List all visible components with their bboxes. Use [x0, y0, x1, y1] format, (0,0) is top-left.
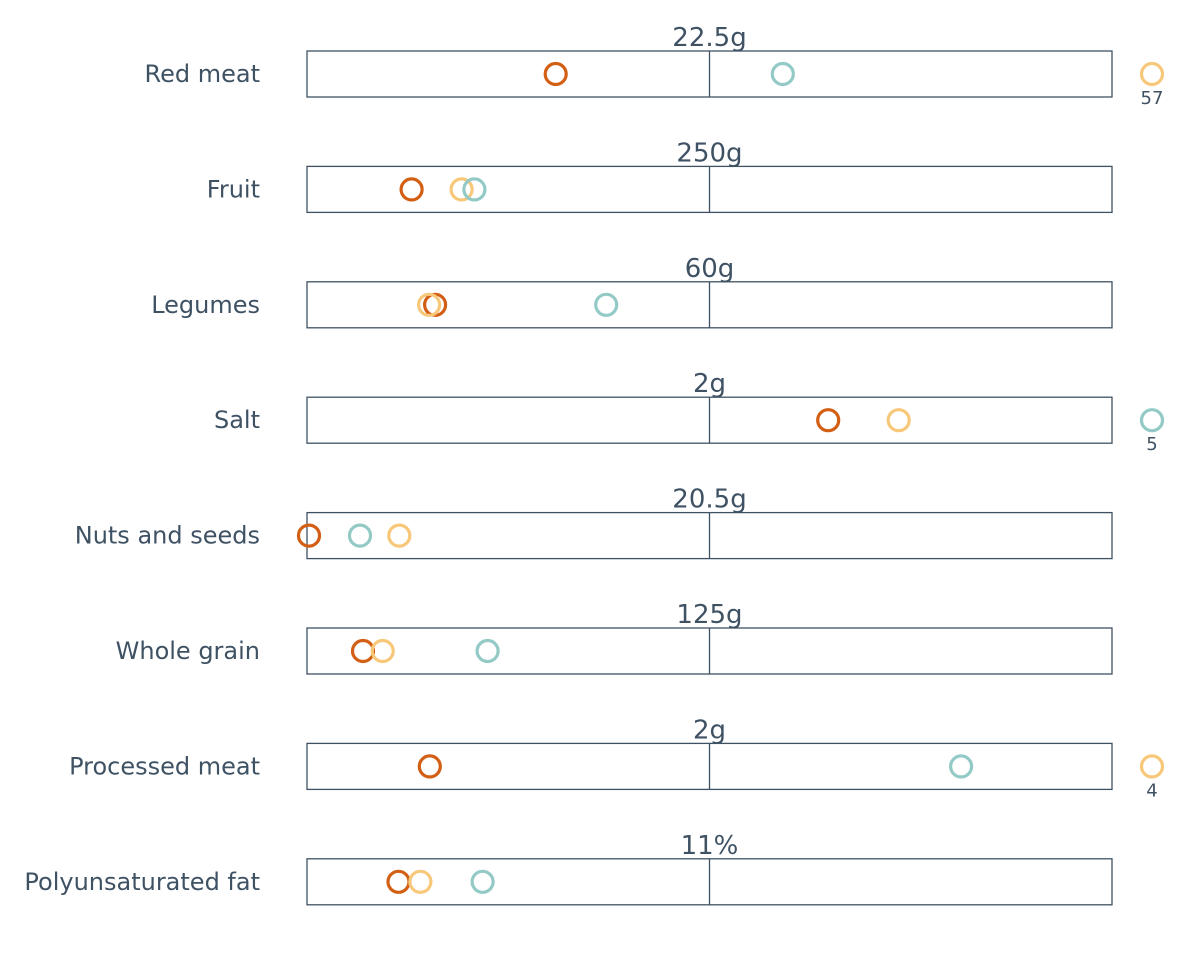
row-processed-meat: Processed meat 2g 4 [69, 715, 1165, 801]
reference-label: 11% [681, 831, 739, 861]
dot-yellow-nuts-and-seeds [387, 523, 412, 548]
row-label: Nuts and seeds [75, 522, 260, 550]
row-salt: Salt 2g 5 [214, 369, 1165, 455]
dot-teal-red-meat [770, 61, 795, 87]
dot-teal-legumes [594, 292, 619, 317]
reference-label: 60g [685, 254, 735, 284]
dot-teal-whole-grain [475, 638, 500, 664]
dot-orange-red-meat [543, 61, 568, 87]
dot-teal-salt [1139, 408, 1165, 433]
reference-label: 125g [676, 600, 742, 630]
dot-yellow-processed-meat [1139, 754, 1165, 779]
dot-orange-nuts-and-seeds [296, 523, 322, 548]
reference-label: 250g [676, 138, 742, 168]
reference-label: 22.5g [672, 23, 746, 53]
dot-orange-salt [816, 408, 841, 433]
row-legumes: Legumes 60g [151, 254, 1113, 329]
dot-yellow-red-meat [1139, 61, 1165, 87]
row-label: Salt [214, 406, 260, 434]
row-fruit: Fruit 250g [207, 138, 1113, 214]
reference-label: 20.5g [672, 485, 746, 515]
dot-yellow-salt [886, 408, 911, 433]
row-whole-grain: Whole grain 125g [116, 600, 1113, 675]
dot-teal-processed-meat [948, 754, 974, 779]
row-nuts-and-seeds: Nuts and seeds 20.5g [75, 485, 1113, 560]
row-label: Fruit [207, 175, 260, 203]
reference-label: 2g [693, 369, 726, 399]
dot-yellow-whole-grain [370, 638, 395, 664]
dot-teal-fruit [462, 177, 487, 202]
row-polyunsaturated-fat: Polyunsaturated fat 11% [24, 831, 1113, 906]
dot-orange-fruit [399, 177, 424, 202]
row-label: Polyunsaturated fat [24, 868, 260, 896]
row-label: Processed meat [69, 752, 260, 780]
dot-orange-processed-meat [417, 754, 442, 779]
dot-teal-polyunsaturated-fat [470, 869, 495, 894]
dot-yellow-polyunsaturated-fat [408, 869, 433, 894]
overflow-value-label: 4 [1146, 780, 1157, 801]
overflow-value-label: 5 [1146, 434, 1157, 455]
row-label: Legumes [151, 291, 260, 319]
row-label: Red meat [145, 60, 261, 88]
overflow-value-label: 57 [1141, 88, 1164, 109]
dot-yellow-legumes [417, 292, 442, 317]
row-red-meat: Red meat 22.5g 57 [145, 23, 1165, 109]
dot-teal-nuts-and-seeds [347, 523, 373, 548]
reference-label: 2g [693, 715, 726, 745]
dot-yellow-fruit [449, 177, 474, 202]
row-label: Whole grain [116, 637, 260, 665]
